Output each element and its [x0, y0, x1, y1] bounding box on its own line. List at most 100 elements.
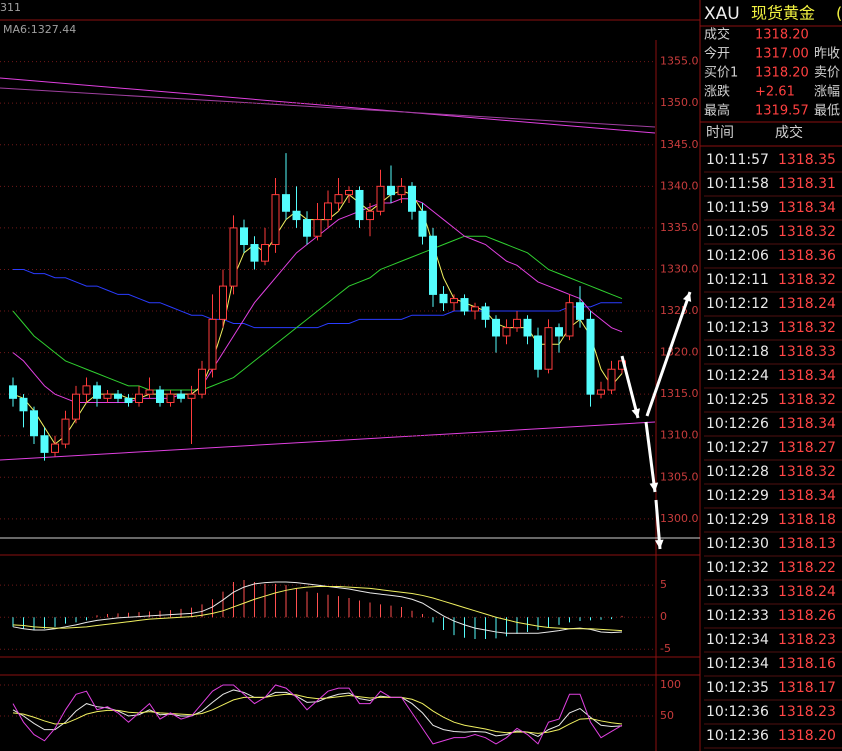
candle-body — [124, 397, 133, 403]
y-tick-label: 0 — [660, 610, 667, 623]
trend-line — [0, 421, 656, 461]
symbol: XAU — [704, 4, 740, 24]
tick-time: 10:12:18 — [706, 344, 769, 360]
arrow-head — [649, 482, 659, 492]
candle-body — [460, 298, 469, 312]
indicator-line — [12, 585, 623, 632]
tick-price: 1318.24 — [778, 584, 836, 600]
candle-body — [145, 389, 154, 395]
candle-body — [355, 189, 364, 221]
candle-body — [502, 327, 511, 337]
tick-price: 1318.34 — [778, 416, 836, 432]
y-tick-label: 1345.0 — [660, 138, 699, 151]
tick-price: 1318.26 — [778, 608, 836, 624]
quote-label: 成交 — [704, 27, 730, 43]
indicator-line — [12, 684, 623, 745]
candle-body — [408, 185, 416, 212]
tick-time: 10:12:29 — [706, 512, 769, 528]
col-header: 时间 — [706, 125, 734, 141]
candle-body — [166, 393, 175, 403]
candle-body — [61, 418, 70, 445]
candle-body — [544, 327, 553, 370]
candle-body — [534, 335, 542, 370]
candle-body — [471, 306, 479, 312]
tick-price: 1318.16 — [778, 656, 836, 672]
tick-time: 10:11:59 — [706, 200, 769, 216]
candle-body — [82, 385, 91, 395]
tick-price: 1318.23 — [778, 704, 836, 720]
tick-price: 1318.31 — [778, 176, 836, 192]
tick-time: 10:12:26 — [706, 416, 769, 432]
quote-value: +2.61 — [755, 85, 795, 100]
candle-body — [156, 389, 164, 403]
candle-body — [261, 244, 269, 262]
candle-body — [586, 318, 595, 395]
y-tick-label: 1350.0 — [660, 96, 699, 109]
candle-body — [597, 389, 605, 395]
tick-price: 1318.13 — [778, 536, 836, 552]
tick-time: 10:12:36 — [706, 728, 769, 744]
arrow-head — [631, 408, 640, 418]
y-tick-label: 1320.0 — [660, 346, 699, 359]
tick-time: 10:12:33 — [706, 584, 769, 600]
candle-body — [555, 327, 563, 337]
annotation-arrow — [644, 421, 657, 493]
header-partial: 311 — [0, 1, 21, 14]
y-tick-label: 1340.0 — [660, 179, 699, 192]
quote-value: 1317.00 — [755, 47, 809, 62]
candle-body — [439, 293, 448, 304]
candle-body — [576, 302, 584, 320]
tick-time: 10:12:34 — [706, 632, 769, 648]
tick-price: 1318.34 — [778, 488, 836, 504]
candle-body — [30, 410, 38, 437]
tick-time: 10:12:25 — [706, 392, 769, 408]
tick-price: 1318.32 — [778, 320, 836, 336]
candle-body — [93, 385, 101, 399]
tick-time: 10:12:35 — [706, 680, 769, 696]
tick-time: 10:12:30 — [706, 536, 769, 552]
symbol-name: 现货黄金 — [751, 4, 815, 23]
candle-body — [103, 393, 112, 399]
candle-body — [9, 385, 17, 399]
candle-body — [292, 210, 301, 221]
tick-price: 1318.18 — [778, 512, 836, 528]
tick-price: 1318.33 — [778, 344, 836, 360]
indicator-line — [12, 581, 623, 634]
quote-label: 今开 — [704, 46, 730, 62]
tick-price: 1318.34 — [778, 368, 836, 384]
candle-body — [208, 318, 217, 370]
quote-label: 涨幅 — [814, 85, 840, 100]
candle-body — [114, 393, 122, 399]
tick-price: 1318.32 — [778, 392, 836, 408]
candle-body — [387, 185, 395, 196]
indicator-line — [12, 235, 623, 391]
tick-time: 10:12:13 — [706, 320, 769, 336]
candle-body — [271, 194, 280, 246]
tick-time: 10:12:27 — [706, 440, 769, 456]
candle-body — [19, 397, 28, 412]
candle-body — [135, 393, 143, 403]
candle-body — [334, 194, 343, 204]
tick-price: 1318.22 — [778, 560, 836, 576]
tick-time: 10:11:58 — [706, 176, 769, 192]
tick-price: 1318.35 — [778, 152, 836, 168]
candle-body — [324, 202, 332, 221]
y-tick-label: 1315.0 — [660, 387, 699, 400]
quote-label: 昨收 — [814, 47, 840, 62]
tick-time: 10:12:12 — [706, 296, 769, 312]
arrow-head — [654, 539, 664, 549]
candle-body — [313, 219, 322, 237]
quote-label: 卖价 — [814, 66, 840, 81]
quote-label: 涨跌 — [704, 84, 730, 100]
tick-time: 10:12:24 — [706, 368, 769, 384]
annotation-arrow — [620, 355, 640, 419]
candle-body — [187, 393, 196, 399]
candle-body — [198, 368, 206, 395]
indicator-line — [13, 268, 622, 329]
tick-time: 10:12:32 — [706, 560, 769, 576]
y-tick-label: 5 — [660, 578, 667, 591]
candle-body — [607, 368, 616, 391]
y-tick-label: -5 — [660, 642, 671, 655]
annotation-arrow — [645, 291, 692, 417]
